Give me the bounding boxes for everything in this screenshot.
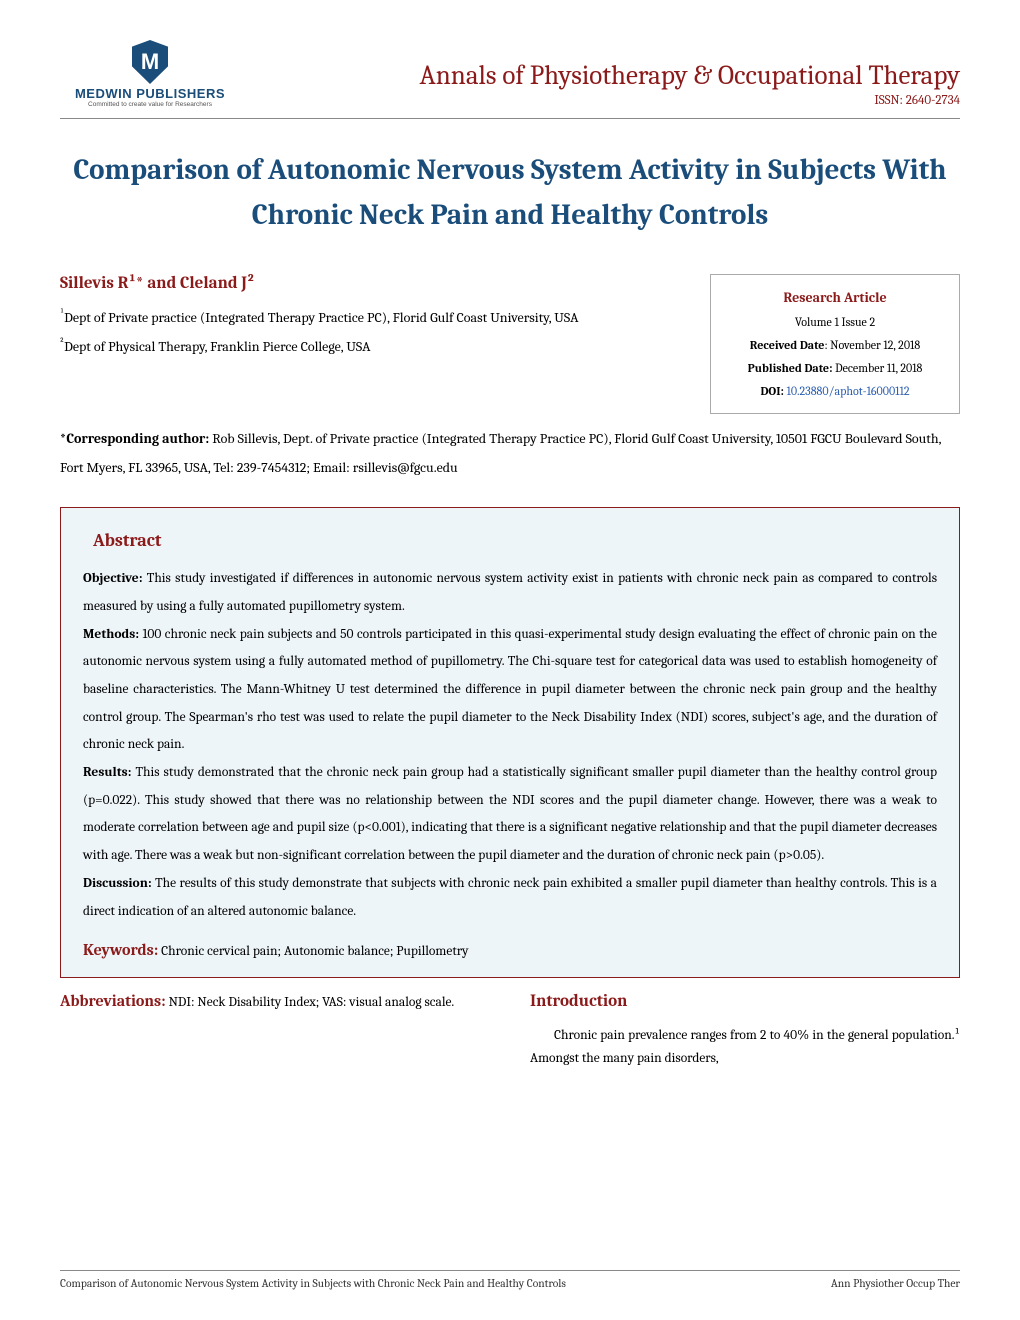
header-divider bbox=[60, 118, 960, 119]
affil2-text: Dept of Physical Therapy, Franklin Pierc… bbox=[64, 338, 370, 355]
keywords-text: Chronic cervical pain; Autonomic balance… bbox=[158, 944, 468, 959]
bottom-columns: Abbreviations: NDI: Neck Disability Inde… bbox=[60, 988, 960, 1071]
abbreviations-column: Abbreviations: NDI: Neck Disability Inde… bbox=[60, 988, 490, 1071]
doi-label: DOI: bbox=[760, 384, 783, 398]
page-header: M MEDWIN PUBLISHERS Committed to create … bbox=[60, 40, 960, 108]
article-type: Research Article bbox=[723, 285, 947, 312]
volume-issue: Volume 1 Issue 2 bbox=[723, 311, 947, 334]
doi-value[interactable]: 10.23880/aphot-16000112 bbox=[787, 384, 910, 398]
article-meta-box: Research Article Volume 1 Issue 2 Receiv… bbox=[710, 274, 960, 414]
received-value: : November 12, 2018 bbox=[824, 338, 920, 352]
results-label: Results: bbox=[83, 765, 131, 780]
objective-text: This study investigated if differences i… bbox=[83, 571, 937, 614]
authors-affiliations: Sillevis R¹* and Cleland J² ¹Dept of Pri… bbox=[60, 274, 690, 414]
keywords-label: Keywords: bbox=[83, 941, 158, 959]
introduction-heading: Introduction bbox=[530, 988, 960, 1017]
objective-label: Objective: bbox=[83, 571, 142, 586]
page-footer: Comparison of Autonomic Nervous System A… bbox=[60, 1270, 960, 1290]
abbreviations-label: Abbreviations: bbox=[60, 992, 166, 1010]
received-label: Received Date bbox=[750, 338, 825, 352]
keywords: Keywords: Chronic cervical pain; Autonom… bbox=[83, 941, 937, 959]
authors: Sillevis R¹* and Cleland J² bbox=[60, 274, 690, 293]
journal-name: Annals of Physiotherapy & Occupational T… bbox=[240, 60, 960, 91]
discussion-label: Discussion: bbox=[83, 876, 152, 891]
methods-label: Methods: bbox=[83, 627, 139, 642]
introduction-text: Chronic pain prevalence ranges from 2 to… bbox=[530, 1025, 960, 1071]
published-label: Published Date: bbox=[748, 361, 833, 375]
doi: DOI: 10.23880/aphot-16000112 bbox=[723, 380, 947, 403]
introduction-column: Introduction Chronic pain prevalence ran… bbox=[530, 988, 960, 1071]
published-value: December 11, 2018 bbox=[832, 361, 922, 375]
affil1-text: Dept of Private practice (Integrated The… bbox=[64, 309, 578, 326]
article-title: Comparison of Autonomic Nervous System A… bbox=[60, 149, 960, 239]
shield-icon: M bbox=[132, 40, 168, 84]
logo-letter: M bbox=[141, 49, 159, 75]
abstract-heading: Abstract bbox=[93, 530, 937, 551]
publisher-logo-block: M MEDWIN PUBLISHERS Committed to create … bbox=[60, 40, 240, 108]
methods-text: 100 chronic neck pain subjects and 50 co… bbox=[83, 627, 937, 753]
publisher-name: MEDWIN PUBLISHERS bbox=[75, 86, 225, 101]
abstract-body: Objective: This study investigated if di… bbox=[83, 565, 937, 925]
footer-title: Comparison of Autonomic Nervous System A… bbox=[60, 1277, 566, 1290]
journal-block: Annals of Physiotherapy & Occupational T… bbox=[240, 40, 960, 108]
affiliation-2: ²Dept of Physical Therapy, Franklin Pier… bbox=[60, 332, 690, 361]
abstract-box: Abstract Objective: This study investiga… bbox=[60, 507, 960, 978]
affiliation-1: ¹Dept of Private practice (Integrated Th… bbox=[60, 303, 690, 332]
discussion-text: The results of this study demonstrate th… bbox=[83, 876, 937, 919]
journal-issn: ISSN: 2640-2734 bbox=[240, 93, 960, 108]
footer-journal: Ann Physiother Occup Ther bbox=[831, 1277, 960, 1290]
published-date: Published Date: December 11, 2018 bbox=[723, 357, 947, 380]
publisher-tagline: Committed to create value for Researcher… bbox=[88, 101, 212, 108]
meta-section: Sillevis R¹* and Cleland J² ¹Dept of Pri… bbox=[60, 274, 960, 414]
corresponding-author: *Corresponding author: Rob Sillevis, Dep… bbox=[60, 424, 960, 483]
corresponding-label: *Corresponding author: bbox=[60, 430, 209, 447]
abbreviations-text: NDI: Neck Disability Index; VAS: visual … bbox=[166, 995, 455, 1010]
received-date: Received Date: November 12, 2018 bbox=[723, 334, 947, 357]
results-text: This study demonstrated that the chronic… bbox=[83, 765, 937, 863]
